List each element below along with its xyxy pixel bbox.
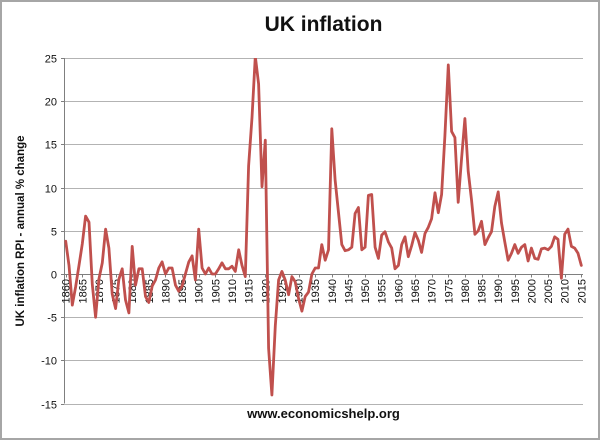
y-tick-label: -15 (41, 400, 57, 412)
y-tick-label: 5 (51, 227, 57, 239)
y-tick-label: 15 (45, 140, 57, 152)
x-tick-label: 1980 (460, 279, 472, 303)
x-tick-label: 1950 (360, 279, 372, 303)
x-tick-label: 1900 (194, 279, 206, 303)
y-tick-label: 0 (51, 270, 57, 282)
x-tick-label: 1960 (393, 279, 405, 303)
x-tick-label: 1895 (177, 279, 189, 303)
x-tick-label: 2015 (576, 279, 588, 303)
x-tick-label: 1910 (227, 279, 239, 303)
y-tick-label: 20 (45, 97, 57, 109)
x-tick-label: 2010 (560, 279, 572, 303)
y-tick-label: 10 (45, 184, 57, 196)
y-axis-title: UK inflation RPI - annual % change (15, 135, 27, 327)
x-tick-label: 1865 (77, 279, 89, 303)
x-tick-label: 2000 (526, 279, 538, 303)
x-tick-label: 1920 (260, 279, 272, 303)
x-tick-label: 1890 (160, 279, 172, 303)
x-tick-label: 1970 (427, 279, 439, 303)
y-tick-label: -5 (47, 313, 57, 325)
x-tick-label: 2005 (543, 279, 555, 303)
x-tick-label: 1940 (327, 279, 339, 303)
x-tick-label: 1905 (210, 279, 222, 303)
x-tick-label: 1985 (477, 279, 489, 303)
source-watermark: www.economicshelp.org (247, 406, 400, 421)
x-tick-label: 1945 (343, 279, 355, 303)
chart-title: UK inflation (264, 13, 383, 36)
y-tick-label: 25 (45, 54, 57, 66)
series-line-uk-inflation-rpi (64, 58, 583, 397)
x-tick-label: 1955 (377, 279, 389, 303)
x-tick-label: 1965 (410, 279, 422, 303)
y-tick-label: -10 (41, 356, 57, 368)
x-tick-label: 1975 (443, 279, 455, 303)
x-tick-label: 1935 (310, 279, 322, 303)
x-tick-label: 1995 (510, 279, 522, 303)
x-tick-label: 1915 (244, 279, 256, 303)
x-tick-label: 1990 (493, 279, 505, 303)
